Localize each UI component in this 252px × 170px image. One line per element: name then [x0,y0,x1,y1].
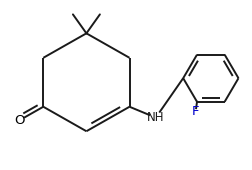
Text: O: O [14,114,24,127]
Text: F: F [191,105,199,118]
Text: NH: NH [146,111,164,124]
